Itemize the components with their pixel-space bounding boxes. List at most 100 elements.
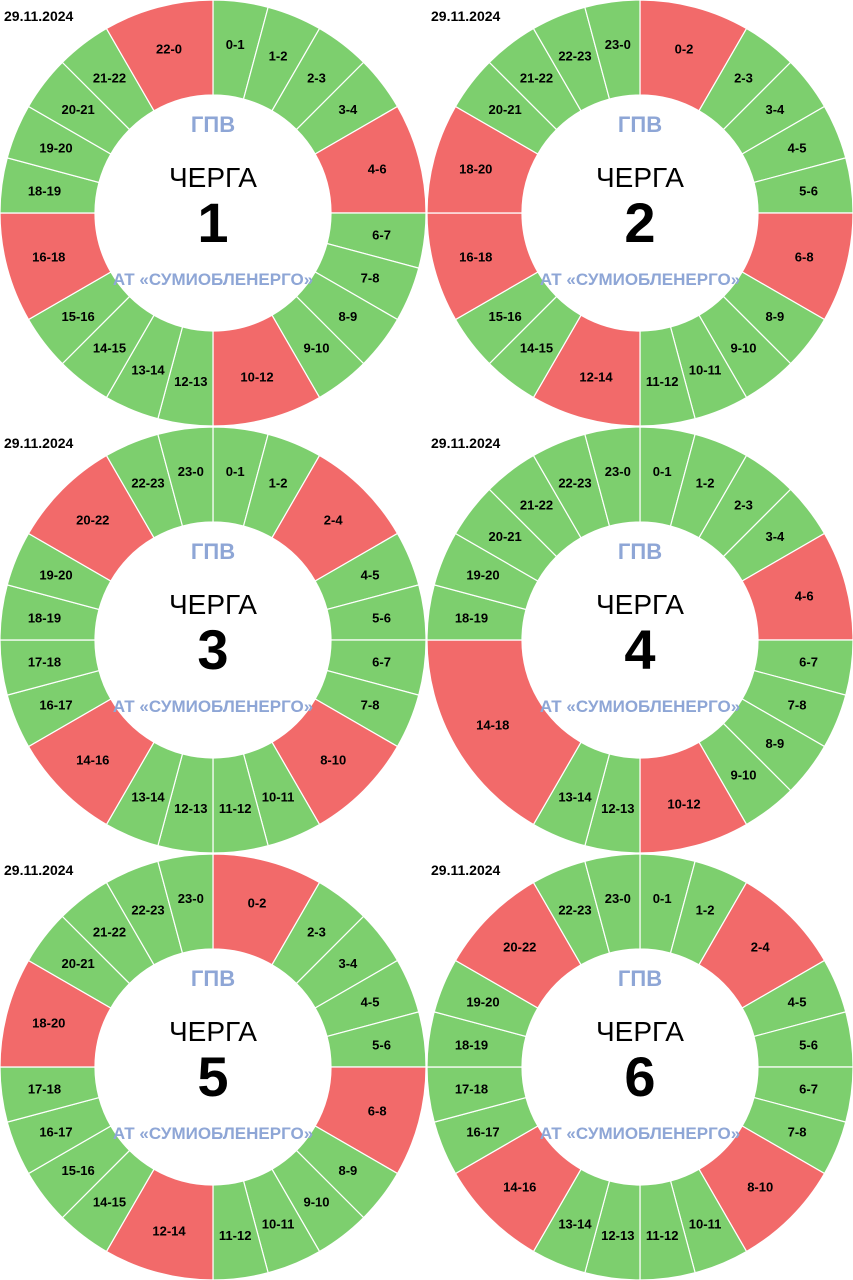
segment-label: 14-15 (93, 1194, 126, 1209)
segment-label: 10-11 (689, 1217, 722, 1232)
segment-label: 2-3 (307, 71, 326, 86)
segment-label: 5-6 (799, 1037, 818, 1052)
segment-22-0 (105, 0, 214, 112)
segment-23-0 (157, 427, 214, 527)
segment-label: 0-2 (248, 895, 267, 910)
segment-label: 18-19 (455, 1037, 488, 1052)
segment-label: 12-14 (152, 1224, 186, 1239)
segment-label: 4-5 (788, 140, 807, 155)
segment-label: 3-4 (765, 529, 785, 544)
segment-label: 16-18 (459, 249, 492, 264)
segment-label: 23-0 (605, 891, 631, 906)
segment-label: 16-17 (39, 698, 72, 713)
donut-chart: 0-2 2-3 3-4 4-5 5-6 6-8 8-9 9-10 10-11 11-12 12-14… (427, 0, 853, 426)
segment-label: 22-23 (558, 48, 591, 63)
segment-label: 4-5 (361, 567, 380, 582)
segment-label: 18-19 (28, 183, 61, 198)
segment-label: 22-23 (558, 902, 591, 917)
segment-label: 21-22 (93, 71, 126, 86)
segment-label: 18-20 (32, 1016, 65, 1031)
queue-chart-5: 0-2 2-3 3-4 4-5 5-6 6-8 8-9 9-10 10-11 11-12 12-14… (0, 854, 426, 1280)
segment-label: 6-7 (799, 1082, 818, 1097)
segment-label: 8-9 (765, 309, 784, 324)
segment-label: 0-1 (226, 464, 245, 479)
queue-chart-3: 0-1 1-2 2-4 4-5 5-6 6-7 7-8 8-10 10-11 11-12 12-13… (0, 427, 426, 853)
segment-label: 5-6 (372, 610, 391, 625)
chart-date: 29.11.2024 (4, 862, 74, 878)
segment-label: 0-1 (653, 464, 672, 479)
segment-label: 5-6 (372, 1037, 391, 1052)
segment-label: 13-14 (131, 790, 165, 805)
segment-label: 22-23 (558, 475, 591, 490)
segment-label: 8-10 (320, 753, 346, 768)
segment-label: 0-2 (675, 41, 694, 56)
chart-date: 29.11.2024 (431, 862, 501, 878)
segment-label: 10-12 (240, 370, 273, 385)
segment-label: 23-0 (605, 37, 631, 52)
segment-label: 15-16 (489, 309, 522, 324)
donut-chart: 0-2 2-3 3-4 4-5 5-6 6-8 8-9 9-10 10-11 11-12 12-14… (0, 854, 426, 1280)
segment-label: 6-8 (368, 1103, 387, 1118)
segment-label: 15-16 (62, 1163, 95, 1178)
donut-chart: 0-1 1-2 2-3 3-4 4-6 6-7 7-8 8-9 9-10 10-12 12-13 13… (0, 0, 426, 426)
queue-chart-6: 0-1 1-2 2-4 4-5 5-6 6-7 7-8 8-10 10-11 11-12 12-13… (427, 854, 853, 1280)
segment-label: 2-3 (734, 498, 753, 513)
segment-label: 18-20 (459, 162, 492, 177)
segment-label: 3-4 (765, 102, 785, 117)
segment-label: 18-19 (455, 610, 488, 625)
segment-label: 19-20 (466, 994, 499, 1009)
segment-label: 23-0 (178, 464, 204, 479)
segment-label: 9-10 (303, 340, 329, 355)
segment-label: 7-8 (788, 1125, 807, 1140)
donut-chart: 0-1 1-2 2-4 4-5 5-6 6-7 7-8 8-10 10-11 11-12 12-13… (0, 427, 426, 853)
segment-label: 19-20 (39, 567, 72, 582)
segment-label: 17-18 (455, 1082, 488, 1097)
segment-label: 20-22 (76, 512, 109, 527)
segment-label: 1-2 (269, 48, 288, 63)
segment-label: 2-4 (751, 939, 771, 954)
segment-23-0 (584, 0, 641, 100)
segment-label: 11-12 (646, 1228, 679, 1243)
segment-label: 17-18 (28, 655, 61, 670)
segment-label: 1-2 (696, 902, 715, 917)
segment-label: 11-12 (646, 374, 679, 389)
segment-label: 17-18 (28, 1082, 61, 1097)
donut-chart: 0-1 1-2 2-4 4-5 5-6 6-7 7-8 8-10 10-11 11-12 12-13… (427, 854, 853, 1280)
segment-label: 10-11 (262, 1217, 295, 1232)
segment-label: 18-19 (28, 610, 61, 625)
segment-23-0 (584, 854, 641, 954)
segment-14-18 (427, 639, 582, 826)
queue-chart-4: 0-1 1-2 2-3 3-4 4-6 6-7 7-8 8-9 9-10 10-12 12-13 13… (427, 427, 853, 853)
segment-label: 1-2 (696, 475, 715, 490)
segment-label: 9-10 (730, 340, 756, 355)
segment-label: 23-0 (605, 464, 631, 479)
segment-label: 4-6 (795, 589, 814, 604)
segment-label: 14-16 (76, 753, 109, 768)
segment-label: 10-11 (689, 363, 722, 378)
segment-label: 8-10 (747, 1180, 773, 1195)
segment-label: 20-21 (489, 529, 522, 544)
segment-label: 14-18 (476, 718, 509, 733)
chart-date: 29.11.2024 (431, 8, 501, 24)
segment-label: 16-17 (466, 1125, 499, 1140)
segment-label: 7-8 (361, 698, 380, 713)
segment-label: 2-3 (734, 71, 753, 86)
segment-label: 14-16 (503, 1180, 536, 1195)
segment-label: 13-14 (131, 363, 165, 378)
segment-23-0 (157, 854, 214, 954)
segment-label: 0-1 (653, 891, 672, 906)
segment-label: 6-8 (795, 249, 814, 264)
segment-label: 6-7 (799, 655, 818, 670)
segment-label: 2-3 (307, 925, 326, 940)
segment-label: 13-14 (558, 1217, 592, 1232)
segment-label: 6-7 (372, 655, 391, 670)
segment-label: 14-15 (520, 340, 553, 355)
segment-label: 21-22 (93, 925, 126, 940)
segment-label: 10-11 (262, 790, 295, 805)
segment-label: 21-22 (520, 498, 553, 513)
segment-label: 12-13 (601, 1228, 634, 1243)
segment-label: 4-5 (788, 994, 807, 1009)
chart-date: 29.11.2024 (4, 435, 74, 451)
segment-label: 4-5 (361, 994, 380, 1009)
segment-label: 10-12 (667, 797, 700, 812)
